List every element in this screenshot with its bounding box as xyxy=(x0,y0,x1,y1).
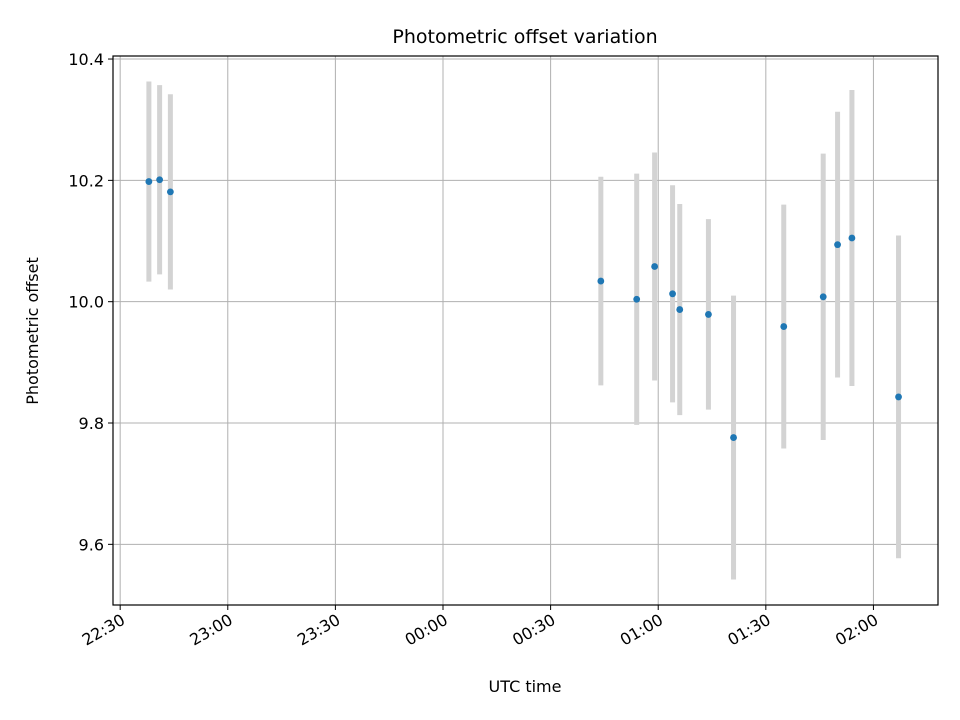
data-point xyxy=(834,241,841,249)
data-point xyxy=(156,176,164,184)
y-tick-label: 10.4 xyxy=(68,50,104,69)
data-point xyxy=(705,311,712,318)
y-tick-label: 9.6 xyxy=(79,535,104,554)
data-point xyxy=(633,295,641,303)
plot-area xyxy=(113,56,938,605)
grid xyxy=(113,56,938,605)
data-point xyxy=(145,178,153,185)
data-points xyxy=(145,176,902,441)
data-point xyxy=(848,234,856,242)
y-tick-label: 9.8 xyxy=(79,414,104,433)
y-tick-label: 10.2 xyxy=(68,171,104,190)
data-point xyxy=(895,393,902,401)
data-point xyxy=(651,263,659,270)
data-point xyxy=(166,188,174,196)
data-point xyxy=(669,290,676,298)
data-point xyxy=(597,277,605,285)
data-point xyxy=(780,323,788,330)
data-point xyxy=(730,434,737,441)
y-axis-label: Photometric offset xyxy=(23,257,42,405)
plot-frame xyxy=(112,55,939,606)
data-point xyxy=(676,306,684,313)
chart-title: Photometric offset variation xyxy=(392,26,657,48)
x-axis-label: UTC time xyxy=(489,677,562,696)
y-tick-label: 10.0 xyxy=(68,293,104,312)
data-point xyxy=(819,293,827,301)
